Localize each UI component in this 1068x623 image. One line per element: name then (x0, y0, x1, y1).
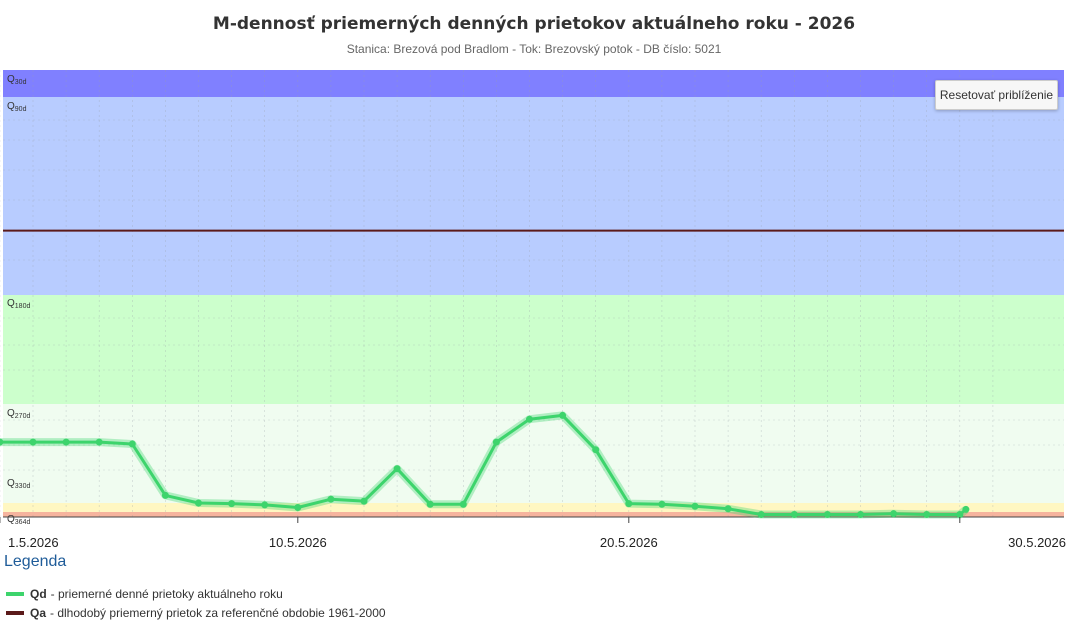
qd-point-day-24 (757, 511, 765, 518)
band-q30d (3, 70, 1064, 97)
legend-qa-key: Qa (30, 606, 47, 620)
x-tick-label: 1.5.2026 (8, 535, 59, 550)
reset-zoom-button[interactable]: Resetovať priblíženie (935, 80, 1058, 110)
qd-point-day-1 (0, 438, 4, 446)
legend-item-qa[interactable]: Qa - dlhodobý priemerný prietok za refer… (6, 606, 386, 620)
chart-subtitle: Stanica: Brezová pod Bradlom - Tok: Brez… (346, 42, 722, 56)
qd-point-day-15 (459, 500, 467, 508)
band-label-q30d: Q30d (7, 74, 27, 86)
qd-point-day-13 (393, 465, 401, 473)
chart-title: M-dennosť priemerných denných prietokov … (212, 14, 856, 34)
qd-point-day-19 (592, 446, 600, 454)
qd-point-day-12 (360, 497, 368, 505)
qd-point-day-23 (724, 505, 732, 513)
qd-point-day-25 (790, 511, 798, 518)
qd-point-day-30 (956, 511, 964, 518)
qd-point-day-2 (29, 438, 37, 446)
band-label-q180d: Q180d (7, 298, 30, 310)
legend-qd-text: - priemerné denné prietoky aktuálneho ro… (50, 587, 283, 601)
qd-point-day-5 (128, 440, 136, 448)
chart-plot: Q30d Q90d Q180d Q270d Q330d Q364d 1.5.2026 10.5… (0, 70, 1066, 550)
qd-point-day-8 (228, 500, 236, 508)
qd-point-day-14 (426, 500, 434, 508)
band-label-q364d: Q364d (7, 514, 30, 526)
band-q330d (3, 503, 1064, 512)
band-q270d (3, 404, 1064, 503)
qd-point-day-31 (962, 505, 970, 513)
band-q90d (3, 97, 1064, 295)
qd-point-day-28 (890, 510, 898, 518)
legend-qa-swatch (6, 611, 24, 615)
qd-point-day-17 (526, 415, 533, 423)
legend-qd-key: Qd (30, 587, 47, 601)
qd-point-day-9 (261, 501, 269, 509)
band-q180d (3, 295, 1064, 404)
band-q364d (3, 512, 1064, 517)
qd-point-day-3 (62, 438, 70, 446)
legend-qd-swatch (6, 592, 24, 596)
band-label-q270d: Q270d (7, 408, 30, 420)
qd-point-day-21 (658, 500, 666, 508)
qd-point-day-4 (95, 438, 103, 446)
qd-point-day-22 (691, 502, 699, 510)
qd-point-day-20 (625, 500, 633, 508)
qd-point-day-26 (823, 511, 831, 518)
qd-point-day-6 (161, 491, 169, 499)
band-label-q330d: Q330d (7, 478, 30, 490)
qd-point-day-7 (195, 499, 202, 507)
qd-point-day-27 (857, 511, 864, 518)
qd-point-day-11 (327, 495, 335, 503)
x-tick-label: 20.5.2026 (600, 535, 658, 550)
legend-title: Legenda (4, 553, 67, 570)
x-tick-label: 10.5.2026 (269, 535, 327, 550)
qd-point-day-18 (559, 411, 567, 419)
legend-qa-text: - dlhodobý priemerný prietok za referenč… (50, 606, 386, 620)
x-tick-label: 30.5.2026 (1008, 535, 1066, 550)
qd-point-day-16 (492, 438, 500, 446)
band-label-q90d: Q90d (7, 101, 27, 113)
legend-item-qd[interactable]: Qd - priemerné denné prietoky aktuálneho… (6, 587, 283, 601)
qd-point-day-29 (923, 511, 931, 518)
qd-point-day-10 (294, 504, 302, 511)
